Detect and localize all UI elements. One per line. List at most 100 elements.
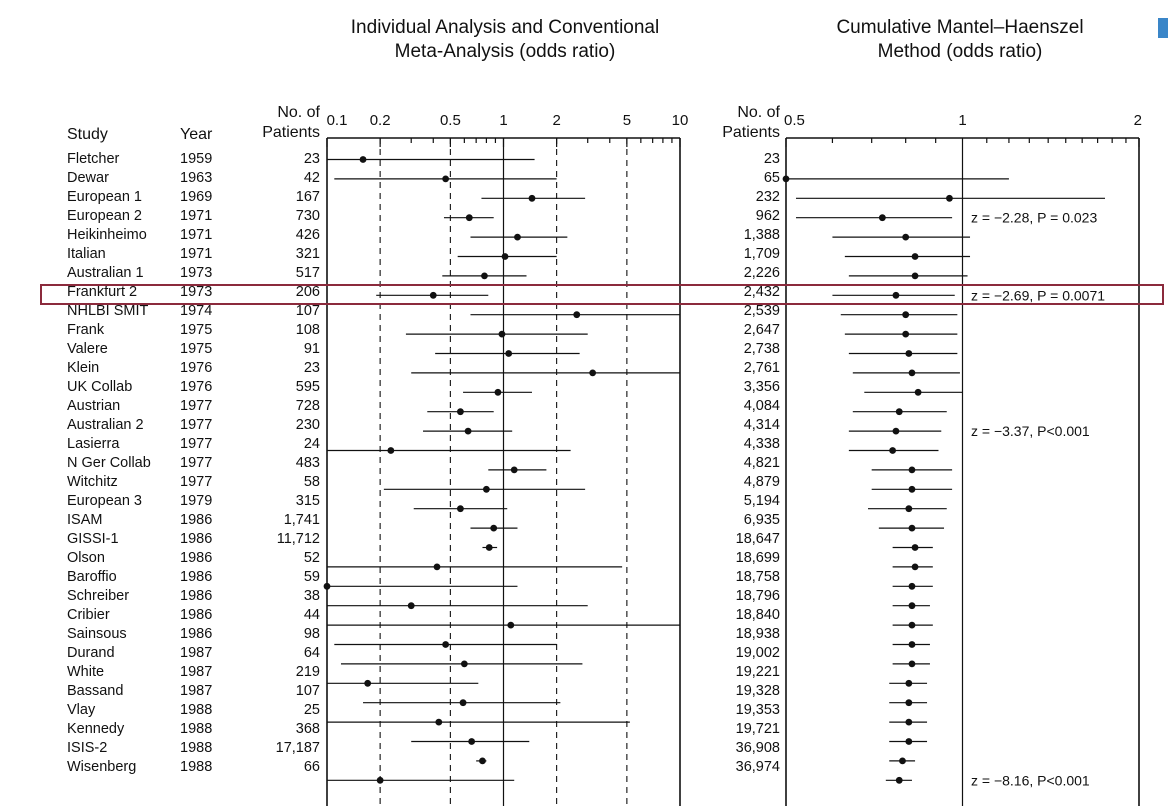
study-year: 1977 [180,474,213,490]
left-tick-label: 0.1 [327,112,348,129]
patients-header-line2: Patients [262,124,320,141]
left-tick-label: 2 [552,112,560,129]
left-point [407,602,415,610]
cumulative-patients: 232 [755,189,780,205]
study-column-header: Study [67,126,108,143]
study-year: 1973 [180,265,213,281]
study-year: 1987 [180,683,213,699]
cumulative-patients: 2,432 [743,284,780,300]
cumulative-patients: 36,974 [735,759,780,775]
study-name: Baroffio [67,569,117,585]
study-name: Vlay [67,702,96,718]
left-point [528,194,536,202]
study-patients: 25 [303,702,320,718]
left-point [433,563,441,571]
study-patients: 426 [295,227,320,243]
right-point [878,214,886,222]
cumulative-patients-column-header: No. of Patients [704,103,780,143]
study-name: Frankfurt 2 [67,284,138,300]
study-name: UK Collab [67,379,133,395]
study-year: 1977 [180,436,213,452]
study-year: 1986 [180,626,213,642]
left-point [359,156,367,163]
study-year: 1977 [180,398,213,414]
study-name: ISIS-2 [67,740,108,756]
left-point [457,408,464,416]
left-point [507,621,515,629]
cumulative-patients: 4,821 [743,455,780,471]
left-point [323,582,331,590]
frankfurt-2-highlight [40,284,1164,305]
study-name: Australian 2 [67,417,144,433]
left-point [505,350,513,357]
right-point [908,660,916,668]
cum-patients-header-line1: No. of [737,104,780,121]
cumulative-patients-column: 23 65 232 962 1,388 1,709 2,226 2,432 2,539 2,647… [700,150,780,777]
right-point [908,602,916,610]
study-year: 1963 [180,170,213,186]
right-tick-label: 2 [1134,112,1142,129]
left-point [460,660,468,668]
study-patients: 98 [303,626,320,642]
study-patients: 17,187 [275,740,320,756]
left-point [573,311,581,319]
right-point [905,679,913,687]
cumulative-patients: 1,388 [743,227,780,243]
study-patients: 368 [295,721,320,737]
cumulative-patients: 4,314 [743,417,780,433]
left-point [429,291,437,299]
study-patients: 11,712 [276,531,320,547]
left-point [459,699,467,707]
study-name: Austrian [67,398,121,414]
study-name: Wisenberg [67,759,137,775]
study-year: 1959 [180,151,213,167]
study-patients: 730 [295,208,320,224]
study-name: Heikinheimo [67,227,147,243]
right-tick-label: 1 [958,112,966,129]
right-point [889,447,897,454]
study-name: NHLBI SMIT [67,303,149,319]
study-patients: 91 [303,341,320,357]
study-year: 1977 [180,417,213,433]
right-title-line1: Cumulative Mantel–Haenszel [836,17,1084,38]
right-point [899,757,906,765]
right-point [902,233,910,241]
left-point [482,485,490,493]
study-name: Lasierra [67,436,120,452]
left-tick-label: 5 [623,112,631,129]
right-point [908,485,916,493]
cumulative-patients: 36,908 [735,740,780,756]
patients-header-line1: No. of [277,104,320,121]
cumulative-patients: 18,796 [735,588,780,604]
left-title-line2: Meta-Analysis (odds ratio) [394,41,616,62]
left-point [364,679,372,687]
study-patients: 23 [303,360,320,376]
cumulative-patients: 2,539 [743,303,780,319]
study-patients: 44 [303,607,320,623]
cum-patients-header-line2: Patients [722,124,780,141]
right-point [895,408,903,416]
study-year: 1975 [180,322,213,338]
study-patients: 23 [303,151,320,167]
study-patients: 108 [295,322,320,338]
patients-column: 23 42 167 730 426 321 517 206 107 108 91 23 595 728 23… [246,150,320,777]
study-name: European 1 [67,189,142,205]
study-name: Sainsous [67,626,127,642]
left-point [376,776,384,784]
left-point [442,641,450,648]
cumulative-patients: 4,879 [743,474,780,490]
cumulative-patients: 18,938 [735,626,780,642]
right-point [946,194,953,202]
study-patients: 107 [295,303,320,319]
right-point [892,291,900,299]
study-name: N Ger Collab [67,455,151,471]
study-year: 1986 [180,569,213,585]
study-patients: 321 [295,246,320,262]
left-point [490,524,498,532]
cumulative-patients: 18,840 [735,607,780,623]
right-panel-title: Cumulative Mantel–Haenszel Method (odds … [780,16,1140,64]
study-year: 1986 [180,512,213,528]
study-patients: 1,741 [283,512,320,528]
study-year: 1986 [180,550,213,566]
